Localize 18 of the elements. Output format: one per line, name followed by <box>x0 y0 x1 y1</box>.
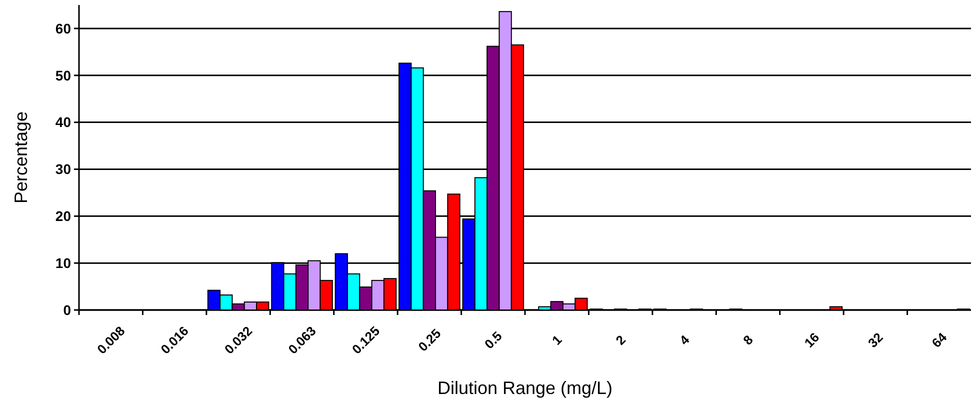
x-tick-label: 1 <box>549 332 565 348</box>
y-tick-label: 30 <box>55 161 72 178</box>
x-tick-label: 16 <box>801 330 822 350</box>
x-axis-title: Dilution Range (mg/L) <box>437 378 613 398</box>
x-tick-label: 32 <box>865 330 886 350</box>
y-tick-label: 40 <box>55 114 72 130</box>
y-tick-label: 50 <box>55 67 72 84</box>
y-axis-title: Percentage <box>11 111 31 204</box>
y-tick-label: 10 <box>55 254 72 271</box>
y-tick-label: 60 <box>55 20 72 36</box>
y-tick-label: 0 <box>63 302 72 318</box>
x-tick-label: 0.25 <box>415 326 444 354</box>
x-tick-label: 4 <box>676 332 693 348</box>
x-tick-label: 2 <box>612 332 628 348</box>
x-tick-label: 8 <box>740 332 756 348</box>
y-tick-label: 20 <box>55 208 72 224</box>
x-tick-label: 64 <box>928 329 950 350</box>
x-tick-label: 0.5 <box>481 328 505 352</box>
